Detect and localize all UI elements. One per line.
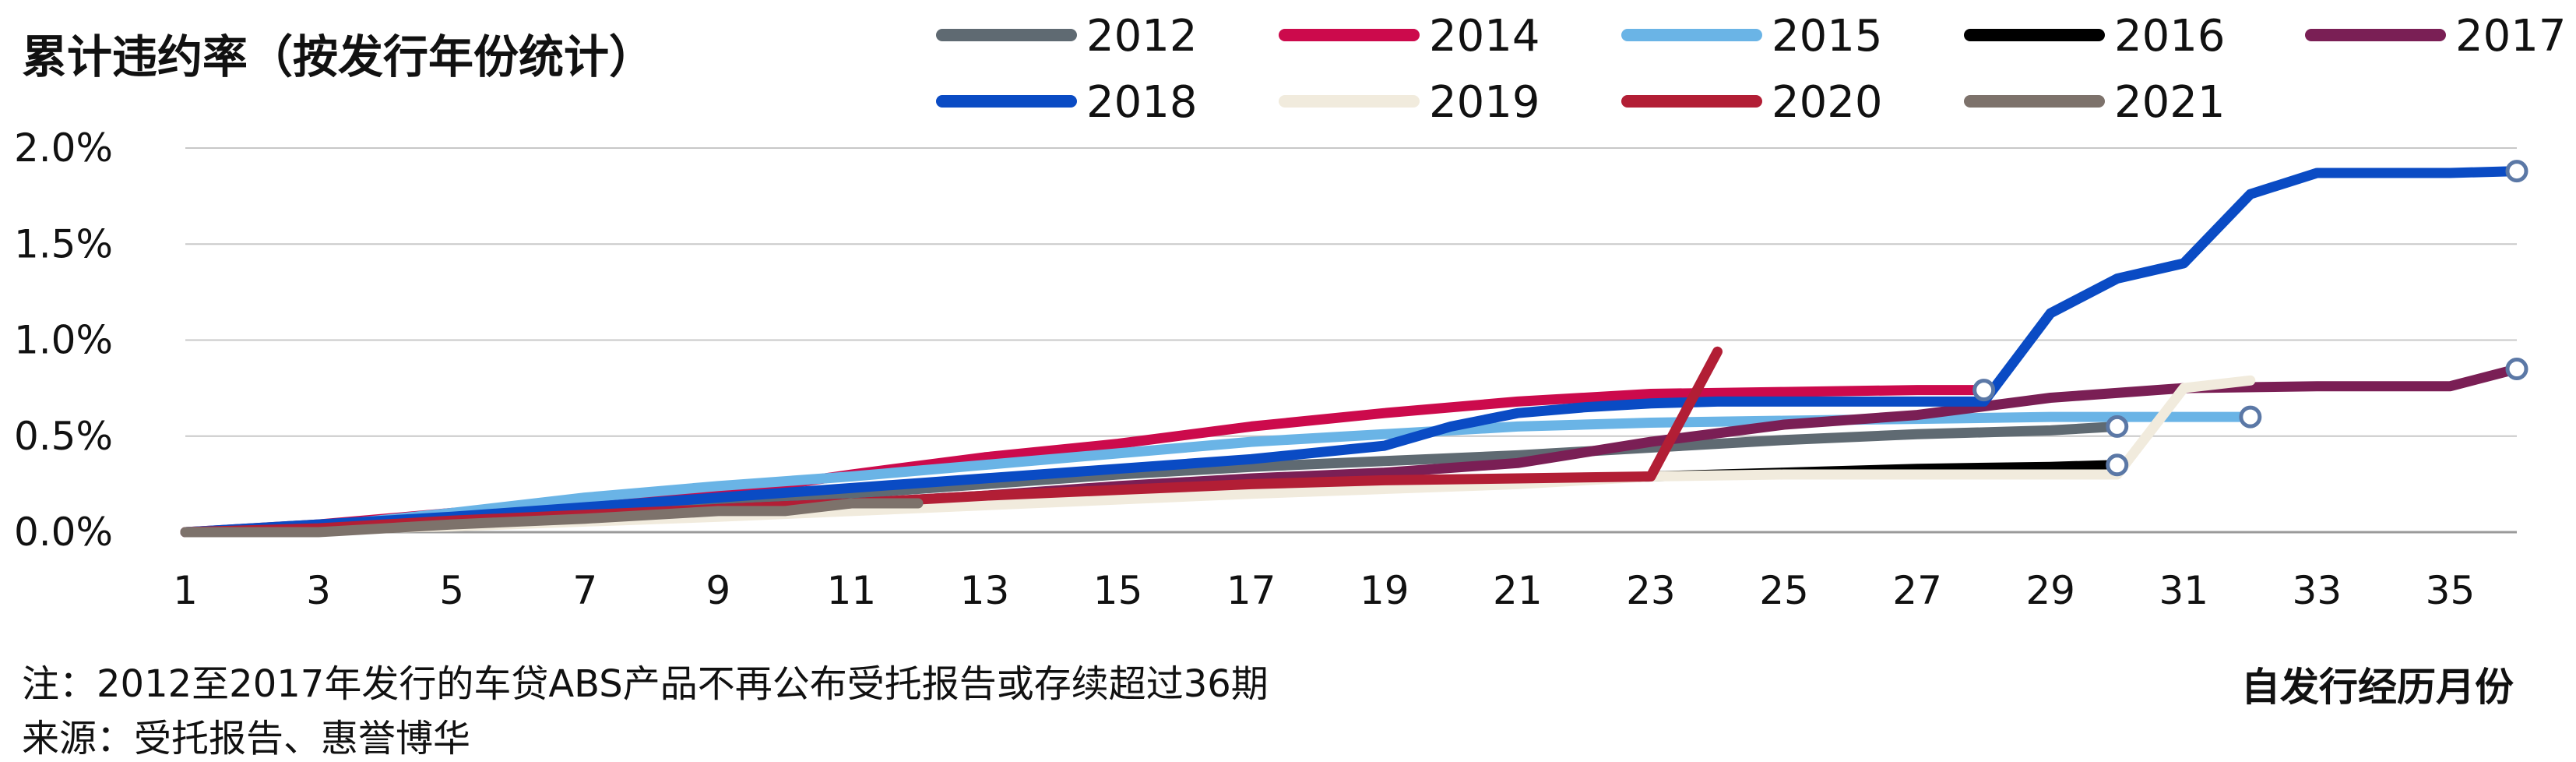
series-end-marker-2015 (2239, 405, 2262, 429)
series-end-marker-2018 (2505, 160, 2528, 183)
x-axis-label: 自发行经历月份 (2241, 665, 2514, 710)
x-tick-label: 19 (1360, 568, 1409, 613)
x-tick-label: 25 (1759, 568, 1809, 613)
footnote: 注：2012至2017年发行的车贷ABS产品不再公布受托报告或存续超过36期 (22, 662, 1269, 706)
x-tick-label: 21 (1493, 568, 1543, 613)
x-tick-label: 11 (827, 568, 877, 613)
legend-label-2019: 2019 (1429, 77, 1540, 128)
legend-label-2015: 2015 (1772, 11, 1883, 62)
x-tick-label: 9 (706, 568, 730, 613)
legend-label-2017: 2017 (2455, 11, 2567, 62)
x-tick-label: 13 (960, 568, 1010, 613)
y-axis-ticks: 0.0% 0.5% 1.0% 1.5% 2.0% (14, 125, 113, 555)
series-lines (180, 166, 2522, 538)
legend-label-2012: 2012 (1086, 11, 1198, 62)
y-tick-label: 0.0% (14, 510, 113, 555)
series-line-2021 (180, 498, 924, 538)
series-end-markers (1972, 160, 2528, 477)
legend-label-2021: 2021 (2114, 77, 2226, 128)
x-tick-label: 15 (1093, 568, 1143, 613)
series-end-marker-2012 (2106, 415, 2129, 438)
y-tick-label: 1.0% (14, 318, 113, 363)
series-end-marker-2017 (2505, 357, 2528, 380)
x-tick-label: 1 (173, 568, 198, 613)
series-line-2015 (180, 411, 2256, 538)
x-axis-ticks: 1 3 5 7 9 11 13 15 17 19 21 23 25 27 29 31 33 35 (173, 568, 2475, 613)
y-tick-label: 2.0% (14, 125, 113, 171)
legend: 2012 2014 2015 2016 2017 2018 2019 2020 2021 (936, 11, 2567, 128)
x-tick-label: 31 (2159, 568, 2208, 613)
legend-label-2018: 2018 (1086, 77, 1198, 128)
legend-label-2016: 2016 (2114, 11, 2226, 62)
x-tick-label: 17 (1226, 568, 1276, 613)
series-end-marker-2016 (2106, 453, 2129, 477)
series-line-2018 (180, 166, 2522, 538)
x-tick-label: 29 (2025, 568, 2075, 613)
x-tick-label: 27 (1892, 568, 1942, 613)
x-tick-label: 33 (2293, 568, 2342, 613)
source-note: 来源：受托报告、惠誉博华 (22, 717, 471, 760)
x-tick-label: 7 (572, 568, 597, 613)
legend-label-2020: 2020 (1772, 77, 1883, 128)
chart-title: 累计违约率（按发行年份统计） (22, 30, 655, 83)
series-end-marker-2014 (1972, 379, 1996, 402)
x-tick-label: 3 (306, 568, 331, 613)
x-tick-label: 5 (439, 568, 464, 613)
x-tick-label: 23 (1626, 568, 1676, 613)
y-tick-label: 0.5% (14, 414, 113, 459)
legend-label-2014: 2014 (1429, 11, 1540, 62)
y-tick-label: 1.5% (14, 221, 113, 266)
x-tick-label: 35 (2426, 568, 2476, 613)
